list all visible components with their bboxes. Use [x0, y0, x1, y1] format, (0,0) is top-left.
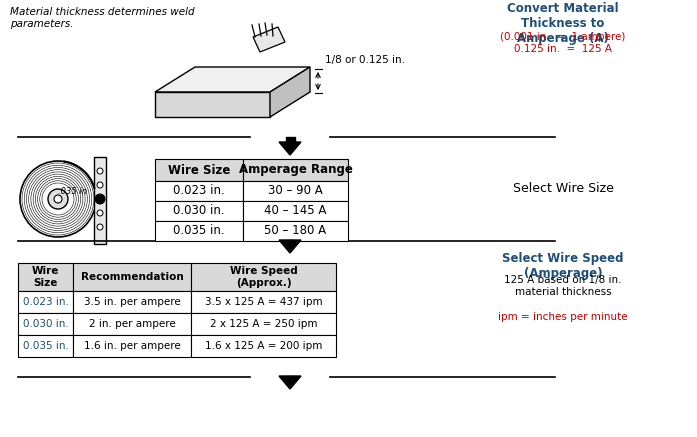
Bar [191, 313, 336, 335]
Bar [155, 181, 243, 201]
Bar [18, 335, 73, 357]
Text: Convert Material
Thickness to
Amperage (A): Convert Material Thickness to Amperage (… [507, 2, 619, 45]
Circle shape [97, 224, 103, 230]
Polygon shape [94, 157, 106, 244]
Bar [18, 313, 73, 335]
Text: 40 – 145 A: 40 – 145 A [264, 205, 327, 218]
Text: 0.030 in.: 0.030 in. [173, 205, 225, 218]
Text: Wire
Size: Wire Size [32, 266, 59, 288]
Text: Select Wire Speed
(Amperage): Select Wire Speed (Amperage) [503, 252, 624, 280]
Polygon shape [155, 67, 310, 92]
Bar [155, 221, 243, 241]
Text: 2 x 125 A = 250 ipm: 2 x 125 A = 250 ipm [210, 319, 317, 329]
Text: 1.6 x 125 A = 200 ipm: 1.6 x 125 A = 200 ipm [205, 341, 322, 351]
Text: (0.001 in.  =  1 ampere)
0.125 in.  =  125 A: (0.001 in. = 1 ampere) 0.125 in. = 125 A [500, 32, 626, 54]
Polygon shape [253, 27, 285, 52]
Bar [18, 263, 73, 291]
Text: 125 A based on 1/8 in.
material thickness: 125 A based on 1/8 in. material thicknes… [504, 275, 622, 297]
Text: Recommendation: Recommendation [81, 272, 183, 282]
Text: 0.035 in.: 0.035 in. [22, 341, 68, 351]
Text: Select Wire Size: Select Wire Size [512, 183, 613, 195]
Bar [243, 181, 348, 201]
Text: 2 in. per ampere: 2 in. per ampere [89, 319, 176, 329]
Text: 30 – 90 A: 30 – 90 A [268, 184, 323, 198]
Text: .035 in: .035 in [59, 187, 88, 195]
Text: 1/8 or 0.125 in.: 1/8 or 0.125 in. [325, 55, 405, 65]
Bar [286, 376, 295, 377]
Bar [243, 221, 348, 241]
Circle shape [97, 196, 103, 202]
Circle shape [95, 194, 105, 204]
Bar [286, 240, 295, 241]
Bar [18, 291, 73, 313]
Text: 0.023 in.: 0.023 in. [22, 297, 68, 307]
Circle shape [97, 182, 103, 188]
Polygon shape [270, 67, 310, 117]
Bar [191, 291, 336, 313]
Bar [286, 137, 295, 142]
Text: Wire Speed
(Approx.): Wire Speed (Approx.) [229, 266, 298, 288]
Circle shape [20, 161, 96, 237]
Bar [191, 335, 336, 357]
Bar [243, 159, 348, 181]
Text: Amperage Range: Amperage Range [238, 163, 353, 177]
Bar [73, 335, 191, 357]
Bar [155, 159, 243, 181]
Bar [73, 263, 191, 291]
Text: 0.023 in.: 0.023 in. [173, 184, 225, 198]
Text: 1.6 in. per ampere: 1.6 in. per ampere [84, 341, 181, 351]
Text: Material thickness determines weld
parameters.: Material thickness determines weld param… [10, 7, 194, 28]
Text: 0.030 in.: 0.030 in. [22, 319, 68, 329]
Polygon shape [279, 376, 301, 389]
Text: 0.035 in.: 0.035 in. [173, 225, 225, 237]
Text: 3.5 in. per ampere: 3.5 in. per ampere [84, 297, 181, 307]
Polygon shape [279, 240, 301, 253]
Circle shape [54, 195, 62, 203]
Text: 3.5 x 125 A = 437 ipm: 3.5 x 125 A = 437 ipm [205, 297, 322, 307]
Bar [191, 263, 336, 291]
Text: ipm = inches per minute: ipm = inches per minute [498, 312, 628, 322]
Bar [73, 291, 191, 313]
Circle shape [97, 168, 103, 174]
Text: 50 – 180 A: 50 – 180 A [264, 225, 327, 237]
Bar [73, 313, 191, 335]
Polygon shape [279, 142, 301, 155]
Polygon shape [155, 92, 270, 117]
Circle shape [97, 210, 103, 216]
Bar [155, 201, 243, 221]
Text: Wire Size: Wire Size [168, 163, 230, 177]
Bar [243, 201, 348, 221]
Circle shape [48, 189, 68, 209]
